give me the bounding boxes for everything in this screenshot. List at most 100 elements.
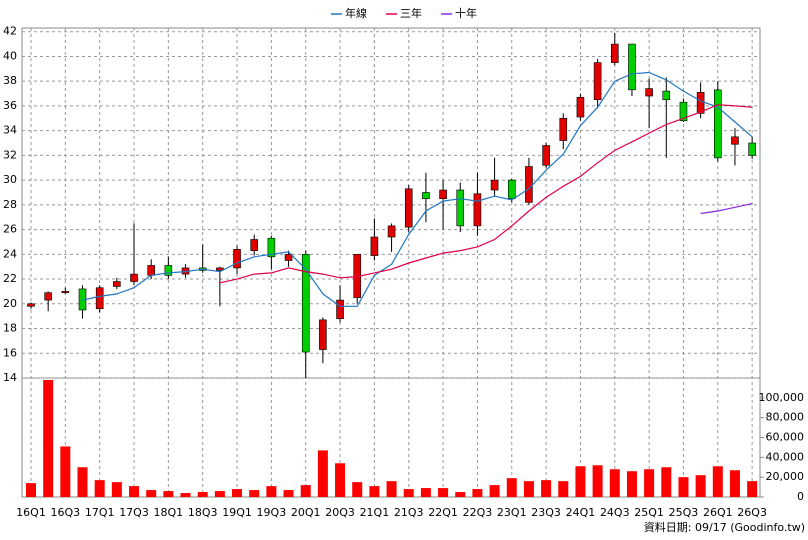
candle-body [662,90,671,101]
x-tick-label: 18Q3 [188,506,218,519]
candle-body [439,189,447,199]
candle-body [422,192,430,199]
volume-bar [283,490,294,497]
candle-body [404,188,413,228]
candle-body [628,43,636,91]
x-tick-label: 16Q1 [16,506,46,519]
volume-bar [232,489,243,497]
volume-bar [335,463,346,497]
volume-bar [420,488,431,497]
line-series [700,203,753,215]
candle-body [130,273,138,282]
x-tick-label: 16Q3 [51,506,81,519]
candle-body [95,287,104,310]
y-tick-label: 16 [3,346,17,359]
y-tick-label: 42 [3,25,17,38]
volume-bar [129,486,140,497]
volume-bar [403,489,414,497]
candle-body [370,236,379,256]
x-tick-label: 26Q1 [703,506,733,519]
volume-bar [558,481,569,497]
y-tick-label: 20 [3,297,17,310]
y2-tick-label: 80,000 [766,411,805,424]
candle-body [456,189,465,227]
volume-bar [644,469,655,497]
volume-bar [197,492,208,497]
y2-tick-label: 0 [797,490,804,503]
volume-bar [60,446,71,497]
candle-body [507,179,516,199]
y2-tick-label: 20,000 [766,470,805,483]
line-series [82,71,753,307]
y-tick-label: 18 [3,322,17,335]
volume-bar [249,490,260,497]
candle-body [559,117,568,141]
x-tick-label: 24Q3 [600,506,630,519]
candle-body [387,225,396,238]
y-tick-label: 28 [3,198,17,211]
candle-body [27,303,35,307]
volume-bar [386,481,397,497]
volume-bar [163,491,174,497]
volume-bar [695,475,706,497]
volume-bar [43,379,54,497]
candle-body [301,254,310,353]
candle-body [61,291,70,293]
volume-bar [747,481,758,497]
volume-bar [575,466,586,497]
candle-body [250,239,259,251]
candle-body [490,179,499,191]
candle-body [284,254,293,261]
volume-bar [712,466,723,497]
volume-bar [146,490,157,497]
volume-bar [455,492,466,497]
x-tick-label: 21Q3 [394,506,424,519]
x-tick-label: 20Q1 [291,506,321,519]
legend-label: 三年 [400,6,422,20]
x-tick-label: 17Q1 [85,506,115,519]
y-tick-label: 36 [3,99,17,112]
x-tick-label: 21Q1 [360,506,390,519]
volume-bar [489,485,500,497]
x-tick-label: 19Q1 [222,506,252,519]
x-tick-label: 17Q3 [119,506,149,519]
volume-bar [506,478,517,497]
candle-body [542,145,550,166]
x-tick-label: 23Q1 [497,506,527,519]
candle-body [696,92,705,114]
volume-bar [626,471,637,497]
candle-body [147,265,155,276]
volume-bar [180,493,191,497]
volume-bar [438,488,449,497]
y2-tick-label: 100,000 [759,391,805,404]
volume-bar [266,486,277,497]
volume-bar [661,467,672,497]
candle-body [44,292,52,301]
x-tick-label: 20Q3 [325,506,355,519]
x-tick-label: 25Q3 [669,506,699,519]
x-tick-label: 24Q1 [566,506,596,519]
candle-body [576,96,585,118]
volume-bar [472,489,483,497]
candle-body [267,237,276,258]
x-tick-label: 19Q3 [257,506,287,519]
y-tick-label: 30 [3,173,17,186]
y-tick-label: 38 [3,74,17,87]
x-tick-label: 25Q1 [634,506,664,519]
volume-bar [94,480,105,497]
line-series [219,104,753,284]
candle-body [473,193,482,227]
x-tick-label: 26Q3 [737,506,767,519]
candle-body [525,166,533,203]
candle-body [216,267,224,271]
x-tick-label: 22Q3 [463,506,493,519]
candle-body [113,281,121,287]
volume-bar [523,481,534,497]
y-tick-label: 26 [3,223,17,236]
y2-tick-label: 40,000 [766,450,805,463]
legend-label: 年線 [345,6,367,20]
y-tick-label: 40 [3,49,17,62]
candle-body [731,136,739,145]
volume-bar [111,482,122,497]
